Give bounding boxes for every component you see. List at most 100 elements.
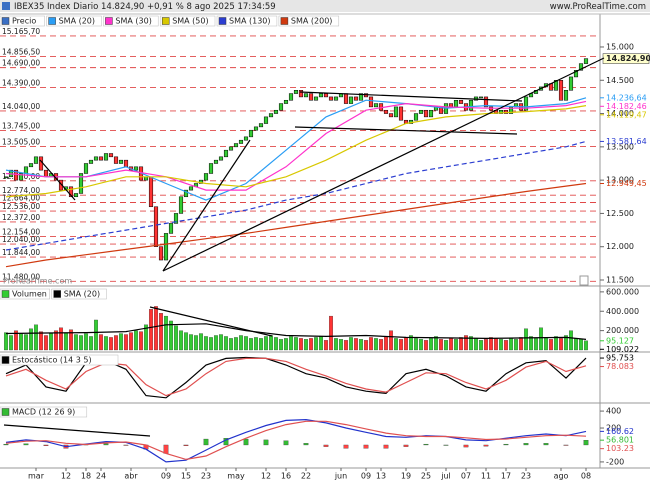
header-site[interactable]: www.ProRealTime.com bbox=[550, 2, 646, 12]
bar bbox=[274, 337, 278, 351]
bar bbox=[509, 338, 513, 351]
bar bbox=[499, 339, 503, 351]
bar bbox=[389, 330, 393, 351]
bar bbox=[174, 325, 178, 351]
candle bbox=[93, 156, 99, 161]
panel-icon bbox=[579, 275, 589, 286]
level-label: 13.745,00 bbox=[2, 122, 40, 131]
candle bbox=[573, 70, 579, 78]
level-label: 12.536,00 bbox=[2, 202, 40, 211]
bar bbox=[294, 337, 298, 351]
bar bbox=[549, 339, 553, 351]
x-tick-label: 22 bbox=[301, 472, 311, 481]
bar bbox=[164, 315, 168, 351]
legend-swatch bbox=[218, 17, 227, 25]
candle bbox=[523, 96, 529, 111]
bar bbox=[439, 339, 443, 351]
header-icon bbox=[2, 2, 10, 10]
bar bbox=[469, 336, 473, 351]
bar bbox=[414, 338, 418, 351]
panels bbox=[0, 13, 650, 469]
candle bbox=[168, 223, 174, 234]
bar bbox=[204, 336, 208, 351]
last-value-label: 12.949,45 bbox=[606, 179, 647, 188]
bar bbox=[134, 330, 138, 351]
bar bbox=[449, 338, 453, 351]
candle bbox=[233, 143, 239, 148]
bar bbox=[543, 443, 549, 446]
legend-label: SMA (200) bbox=[291, 17, 333, 26]
candle bbox=[578, 63, 584, 71]
level-label: 14.390,00 bbox=[2, 79, 40, 88]
bar bbox=[4, 332, 8, 351]
bar bbox=[269, 335, 273, 351]
bar bbox=[483, 444, 489, 447]
bar bbox=[119, 333, 123, 351]
bar bbox=[384, 336, 388, 351]
last-value-label: 14.824,90 bbox=[606, 54, 650, 63]
line bbox=[5, 97, 587, 201]
bar bbox=[154, 306, 158, 351]
x-tick-label: mar bbox=[28, 472, 45, 481]
level-label: 12.040,00 bbox=[2, 235, 40, 244]
candle bbox=[28, 163, 34, 168]
bar bbox=[179, 330, 183, 351]
x-tick-label: 23 bbox=[201, 472, 211, 481]
trendline bbox=[149, 306, 273, 337]
legend-swatch bbox=[161, 17, 170, 25]
last-value-label: 78.083 bbox=[606, 362, 634, 371]
last-value-label: 160.62 bbox=[606, 427, 634, 436]
x-tick-label: abr bbox=[124, 472, 138, 481]
bar bbox=[84, 333, 88, 351]
level-label: 11.844,00 bbox=[2, 248, 40, 257]
bar bbox=[574, 338, 578, 351]
watermark: ProRealTime.com bbox=[3, 277, 72, 286]
x-tick-label: 23 bbox=[521, 472, 531, 481]
bar bbox=[359, 339, 363, 351]
legend-bg bbox=[0, 354, 119, 366]
legend-swatch bbox=[53, 290, 61, 298]
x-tick-label: 13 bbox=[376, 472, 386, 481]
legend-label: SMA (30) bbox=[115, 17, 151, 26]
bar bbox=[34, 324, 38, 351]
bar bbox=[354, 338, 358, 351]
candle bbox=[293, 90, 299, 94]
line bbox=[5, 420, 587, 461]
candle bbox=[103, 153, 109, 161]
candle bbox=[458, 99, 464, 104]
candle bbox=[313, 96, 319, 101]
last-value-label: 56.801 bbox=[606, 436, 634, 445]
bar bbox=[139, 331, 143, 351]
line bbox=[5, 418, 587, 463]
candle bbox=[218, 156, 224, 161]
bar bbox=[474, 338, 478, 351]
bar bbox=[319, 336, 323, 351]
trendline bbox=[39, 159, 76, 201]
candle bbox=[238, 139, 244, 144]
candle bbox=[253, 126, 259, 131]
candle bbox=[343, 93, 349, 104]
candle bbox=[78, 173, 84, 194]
candle bbox=[83, 163, 89, 174]
bar bbox=[23, 443, 29, 446]
x-tick-label: 08 bbox=[581, 472, 591, 481]
candle bbox=[88, 159, 94, 164]
x-tick-label: 09 bbox=[161, 472, 171, 481]
x-tick-label: 09 bbox=[361, 472, 371, 481]
legend-swatch bbox=[280, 17, 289, 25]
candle bbox=[268, 113, 274, 118]
last-value-label: 95.127 bbox=[606, 336, 634, 345]
candle bbox=[478, 96, 484, 99]
legend-swatch bbox=[1, 290, 10, 298]
bar bbox=[194, 335, 198, 351]
bar bbox=[104, 336, 108, 351]
level-label: 15.165,70 bbox=[2, 27, 40, 36]
bar bbox=[379, 339, 383, 351]
bar bbox=[323, 444, 329, 447]
bar bbox=[569, 330, 573, 351]
candle bbox=[583, 58, 589, 64]
bar bbox=[559, 338, 563, 351]
last-value-label: 109.022 bbox=[606, 345, 639, 354]
bar bbox=[159, 313, 163, 351]
